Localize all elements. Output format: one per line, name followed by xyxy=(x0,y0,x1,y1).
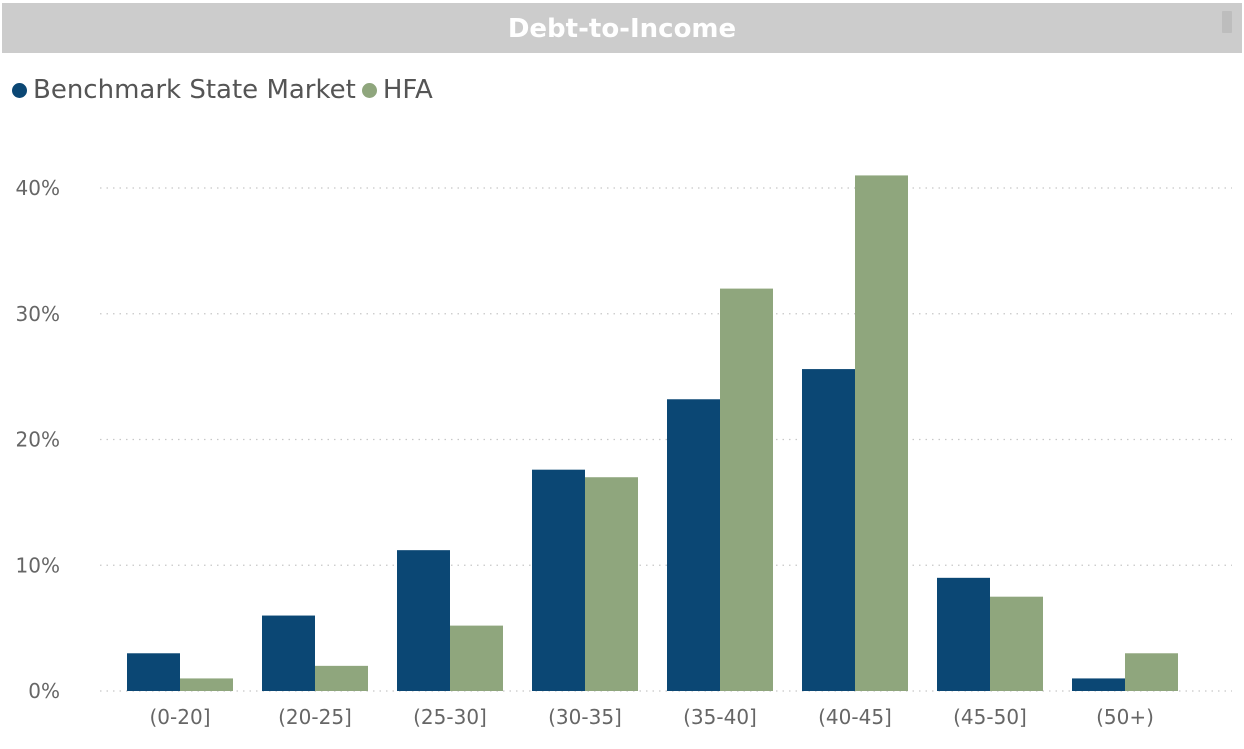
bar-benchmark xyxy=(262,615,315,691)
x-tick-label: (20-25] xyxy=(278,705,352,729)
y-tick-label: 10% xyxy=(16,553,60,577)
y-tick-label: 30% xyxy=(16,302,60,326)
bar-hfa xyxy=(855,175,908,692)
bar-hfa xyxy=(180,678,233,691)
bar-benchmark xyxy=(397,550,450,691)
legend-marker-hfa xyxy=(361,82,377,98)
bar-benchmark xyxy=(937,577,990,691)
bar-hfa xyxy=(720,288,773,691)
bar-hfa xyxy=(450,625,503,691)
bar-benchmark xyxy=(532,469,585,691)
y-tick-label: 0% xyxy=(28,679,60,703)
legend-item-benchmark[interactable]: Benchmark State Market xyxy=(12,75,356,105)
x-tick-label: (30-35] xyxy=(548,705,622,729)
legend-label-hfa: HFA xyxy=(382,75,433,105)
x-tick-label: (50+) xyxy=(1096,705,1154,729)
legend-label-benchmark: Benchmark State Market xyxy=(33,75,356,105)
x-tick-label: (40-45] xyxy=(818,705,892,729)
bar-benchmark xyxy=(1072,678,1125,691)
x-tick-label: (0-20] xyxy=(150,705,211,729)
bar-hfa xyxy=(585,477,638,691)
chart-legend: Benchmark State Market HFA xyxy=(12,70,439,110)
x-tick-label: (25-30] xyxy=(413,705,487,729)
chart-title-bar: Debt-to-Income xyxy=(2,3,1242,53)
bar-benchmark xyxy=(127,653,180,691)
legend-marker-benchmark xyxy=(12,82,27,98)
bar-benchmark xyxy=(802,369,855,691)
bar-hfa xyxy=(1125,653,1178,691)
bar-hfa xyxy=(990,596,1043,691)
legend-item-hfa[interactable]: HFA xyxy=(361,75,433,105)
scrollbar-handle[interactable] xyxy=(1222,11,1232,33)
bar-hfa xyxy=(315,665,368,691)
bar-benchmark xyxy=(667,399,720,691)
chart-title: Debt-to-Income xyxy=(507,14,737,44)
y-tick-label: 40% xyxy=(16,176,60,200)
x-tick-label: (45-50] xyxy=(953,705,1027,729)
y-tick-label: 20% xyxy=(16,428,60,452)
x-tick-label: (35-40] xyxy=(683,705,757,729)
